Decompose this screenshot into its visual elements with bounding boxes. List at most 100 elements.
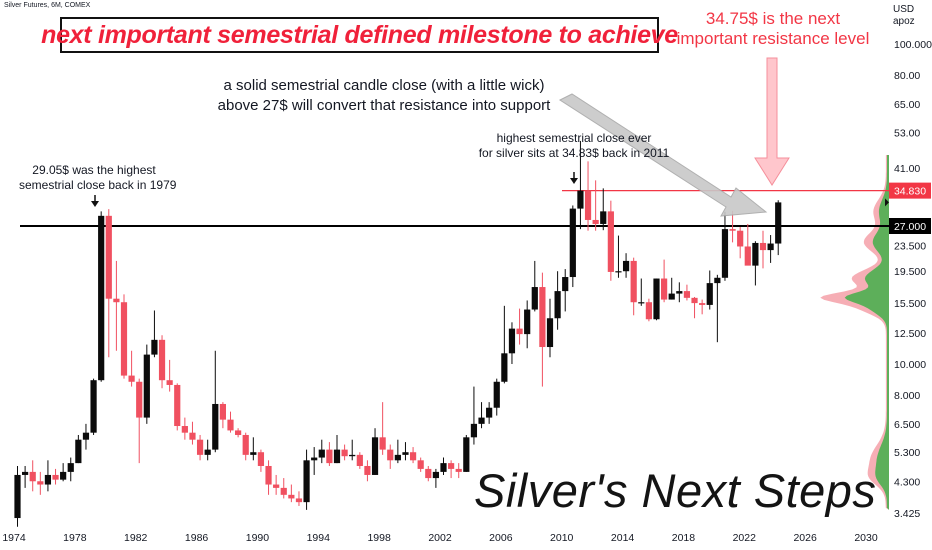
gray-arrow — [558, 93, 768, 217]
candle — [265, 460, 272, 495]
candle-body — [44, 474, 52, 485]
candle-body — [744, 246, 751, 266]
candle-body — [52, 474, 59, 480]
candle — [311, 447, 318, 475]
candle-body — [425, 468, 432, 479]
candle — [539, 272, 546, 387]
candle-body — [311, 457, 318, 461]
candle — [349, 439, 356, 461]
candle-body — [668, 293, 675, 300]
candle-body — [235, 430, 242, 435]
candle-body — [683, 291, 691, 298]
candle — [288, 484, 295, 503]
candle — [98, 211, 105, 382]
annotation-arrows — [91, 57, 790, 217]
candle — [562, 269, 569, 312]
candle-body — [242, 434, 249, 455]
candle-body — [326, 449, 333, 464]
candle-body — [75, 439, 82, 464]
candle-body — [463, 437, 470, 472]
candle — [158, 335, 166, 389]
candle — [615, 235, 622, 278]
y-tick-label: 12.500 — [894, 328, 926, 340]
candle — [767, 235, 774, 263]
candle — [531, 260, 538, 312]
candle-body — [387, 449, 394, 461]
candle-body — [759, 242, 767, 251]
x-tick-label: 1978 — [63, 532, 87, 544]
candle-body — [98, 215, 105, 381]
x-tick-label: 2018 — [672, 532, 696, 544]
annotation-2011-high: highest semestrial close ever for silver… — [478, 131, 670, 160]
candle-body — [333, 449, 341, 464]
candle — [737, 227, 744, 259]
candle — [478, 402, 485, 429]
candle-body — [257, 452, 265, 466]
x-tick-label: 2006 — [489, 532, 513, 544]
candle-body — [60, 471, 67, 480]
candle — [607, 200, 614, 281]
y-tick-label: 10.000 — [894, 359, 926, 371]
candle-body — [737, 230, 744, 247]
candle-body — [227, 419, 234, 431]
candle-body — [455, 468, 462, 472]
candle — [219, 402, 226, 429]
candle — [638, 278, 645, 306]
candle — [417, 457, 424, 472]
candle-body — [120, 302, 128, 376]
candle — [592, 180, 599, 231]
candle-body — [486, 407, 493, 418]
resistance-price-badge-text: 34.830 — [894, 186, 926, 198]
headline-box: next important semestrial defined milest… — [41, 17, 678, 53]
candle — [174, 383, 181, 431]
candle — [303, 449, 310, 510]
y-tick-label: 6.500 — [894, 419, 920, 431]
annotation-close-above-27: a solid semestrial candle close (with a … — [217, 77, 551, 114]
candle — [721, 211, 729, 281]
candle-body — [318, 449, 325, 458]
candle — [196, 434, 204, 461]
candle-body — [607, 211, 614, 272]
support-price-badge-text: 27.000 — [894, 221, 926, 233]
candle — [387, 444, 394, 469]
candle-body — [448, 463, 455, 469]
support-price-badge — [889, 218, 931, 234]
candle-body — [349, 454, 356, 457]
candle-body — [166, 380, 173, 385]
candle-body — [562, 277, 569, 292]
x-tick-label: 1998 — [367, 532, 391, 544]
candle — [775, 200, 782, 256]
headline-text: next important semestrial defined milest… — [41, 20, 678, 49]
candle-body — [622, 260, 630, 272]
x-tick-label: 1974 — [2, 532, 26, 544]
price-axis: 3.425 4.300 5.300 6.500 8.000 10.000 12.500 15.… — [885, 39, 932, 520]
candle-body — [767, 243, 774, 251]
candle-body — [508, 328, 516, 354]
x-tick-label: 2014 — [611, 532, 635, 544]
candle-body — [546, 318, 554, 348]
candle-body — [204, 449, 211, 455]
candle-body — [661, 278, 668, 300]
candle — [394, 439, 401, 464]
candle-body — [212, 403, 219, 450]
candle — [554, 271, 561, 330]
candle-body — [409, 452, 417, 461]
candle — [22, 465, 29, 488]
candle — [379, 402, 386, 455]
candle — [440, 457, 447, 475]
annotation-resistance-3475: 34.75$ is the next important resistance … — [676, 9, 870, 48]
watermark-title: Silver's Next Steps — [474, 464, 877, 517]
candle-body — [676, 291, 683, 294]
candle-body — [174, 384, 181, 427]
candle — [577, 140, 584, 230]
candle-body — [600, 211, 607, 224]
candle-body — [364, 465, 371, 475]
candle-body — [691, 297, 698, 304]
candle — [600, 188, 607, 231]
candle — [752, 241, 759, 286]
candle — [584, 161, 592, 231]
candle-body — [219, 403, 226, 420]
candle — [432, 468, 439, 488]
y-tick-label: 65.00 — [894, 99, 920, 111]
candle-body — [14, 474, 21, 519]
